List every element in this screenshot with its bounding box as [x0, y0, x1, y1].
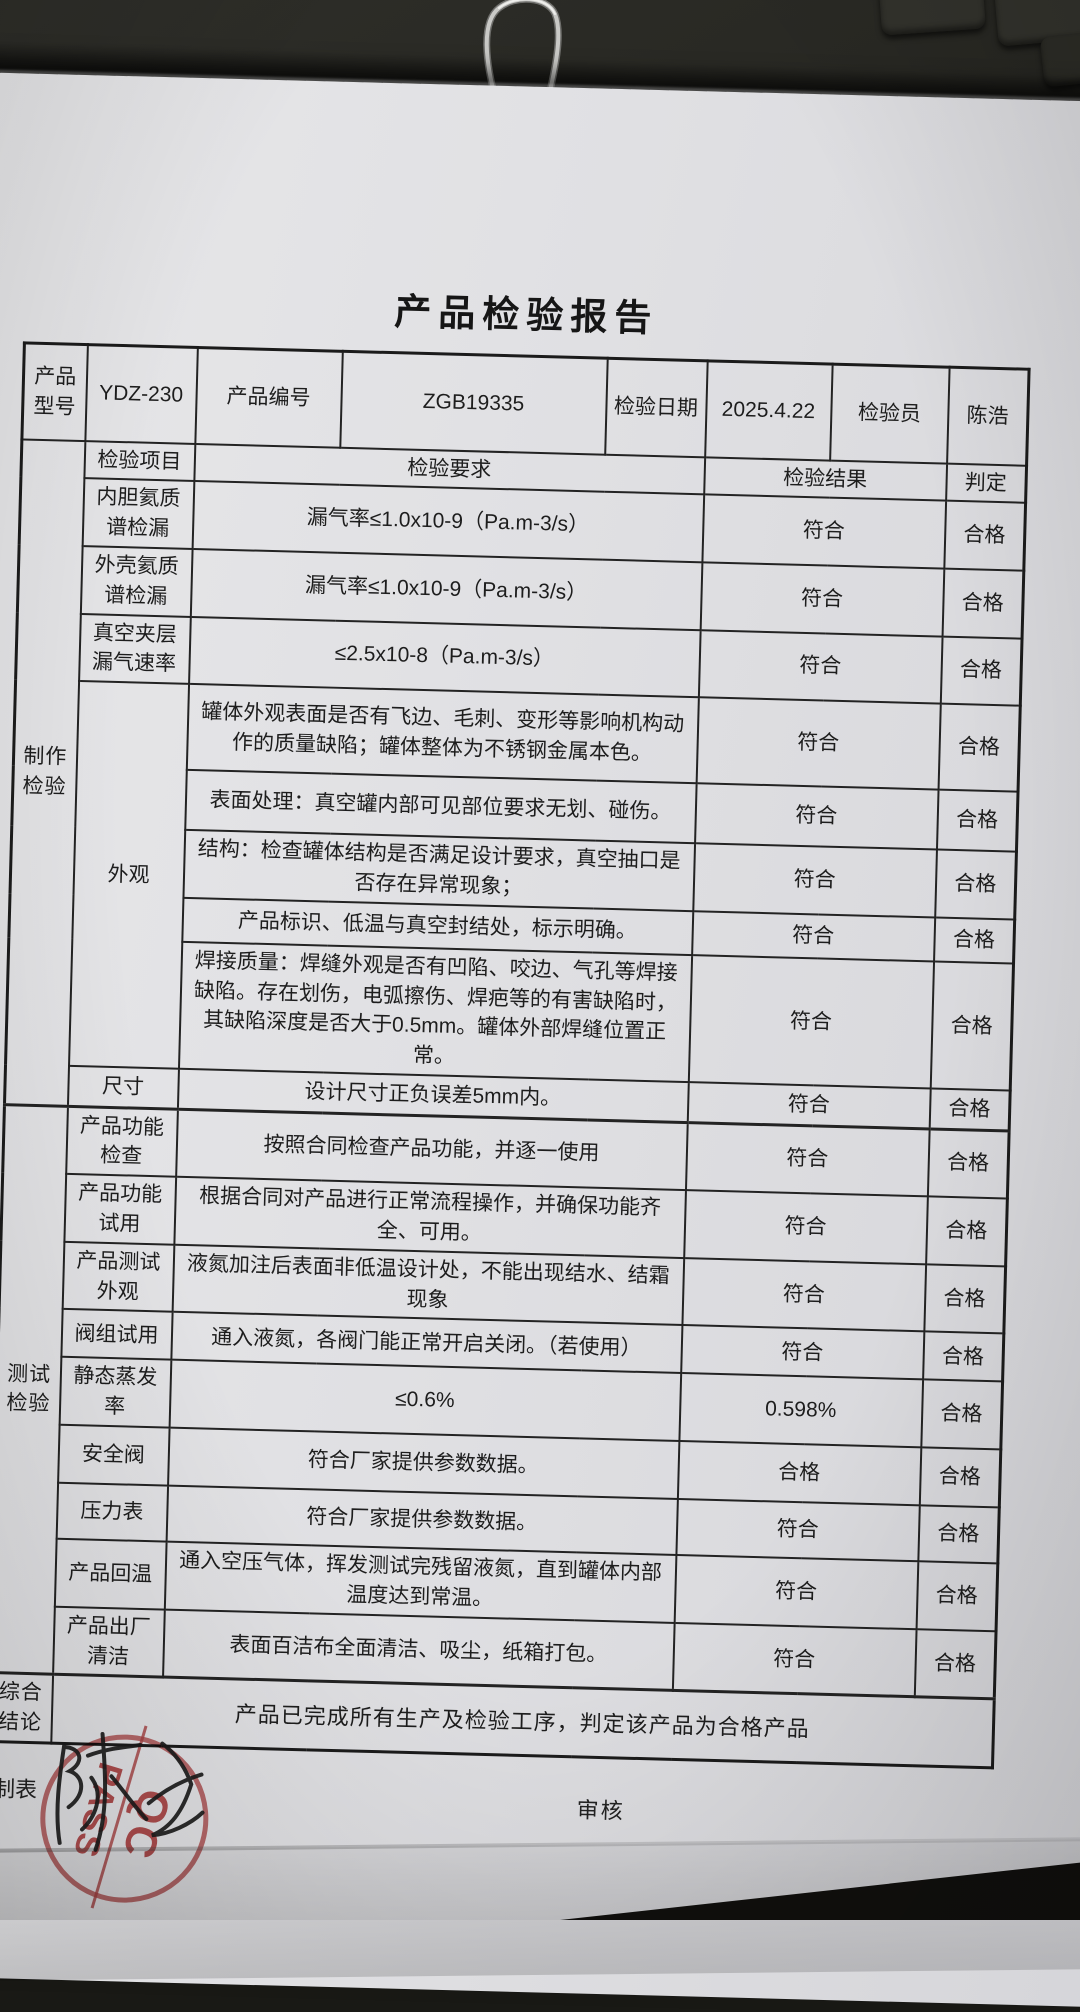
cell-verdict: 合格 — [917, 1505, 1000, 1564]
cell-result: 符合 — [698, 629, 943, 704]
info-date-label: 检验日期 — [604, 358, 708, 457]
cell-verdict: 合格 — [930, 961, 1014, 1091]
cell-verdict: 合格 — [927, 1128, 1010, 1199]
cell-item: 压力表 — [56, 1482, 168, 1542]
cell-result: 符合 — [688, 954, 934, 1089]
info-inspector-label: 检验员 — [829, 364, 950, 464]
cell-verdict: 合格 — [923, 1264, 1006, 1334]
col-header-verdict: 判定 — [945, 463, 1027, 504]
cell-result: 0.598% — [678, 1373, 923, 1448]
col-header-item: 检验项目 — [83, 440, 195, 482]
cell-verdict: 合格 — [914, 1628, 997, 1700]
cell-verdict: 合格 — [929, 1088, 1011, 1131]
cell-item-appearance: 外观 — [68, 681, 189, 1069]
cell-verdict: 合格 — [916, 1561, 998, 1632]
paper-sheet: 产品检验报告 产品型号 YDZ-230 产品编号 ZGB19335 检验日期 2… — [0, 72, 1080, 2007]
cell-item: 尺寸 — [67, 1065, 179, 1109]
cell-item: 阀组试用 — [60, 1309, 173, 1361]
cell-item: 安全阀 — [57, 1424, 170, 1486]
info-serial-label: 产品编号 — [194, 347, 343, 448]
cell-verdict: 合格 — [925, 1196, 1008, 1267]
page-title: 产品检验报告 — [393, 291, 659, 340]
cell-verdict: 合格 — [940, 636, 1023, 706]
info-inspector-value: 陈浩 — [946, 367, 1030, 466]
binder-clip — [455, 0, 585, 109]
cell-requirement: 罐体外观表面是否有飞边、毛刺、变形等影响机构动作的质量缺陷；罐体整体为不锈钢金属… — [186, 684, 699, 784]
cell-requirement: 焊接质量：焊缝外观是否有凹陷、咬边、气孔等焊接缺陷。存在划伤，电弧擦伤、焊疤等的… — [178, 941, 692, 1083]
cell-verdict: 合格 — [933, 917, 1015, 964]
cell-item: 产品出厂清洁 — [52, 1606, 165, 1678]
cell-result: 符合 — [674, 1554, 918, 1629]
report-footer: 制表 审核 QC PASS — [0, 1714, 991, 1989]
signature-scribble — [31, 1714, 235, 1874]
cell-verdict: 合格 — [934, 849, 1017, 920]
info-date-value: 2025.4.22 — [704, 360, 833, 461]
cell-verdict: 合格 — [936, 789, 1019, 852]
cell-result: 符合 — [683, 1190, 928, 1265]
cell-result: 符合 — [675, 1499, 920, 1562]
cell-verdict: 合格 — [938, 703, 1021, 792]
cell-verdict: 合格 — [920, 1379, 1003, 1450]
cell-result: 符合 — [680, 1325, 924, 1380]
info-serial-value: ZGB19335 — [339, 351, 608, 455]
cell-item: 产品功能检查 — [65, 1105, 178, 1177]
cell-item: 真空夹层漏气速率 — [78, 613, 191, 685]
cell-result: 符合 — [685, 1122, 930, 1197]
cell-result: 符合 — [700, 562, 944, 637]
cell-result: 合格 — [677, 1441, 921, 1506]
cell-result: 符合 — [694, 783, 939, 850]
cell-verdict: 合格 — [919, 1447, 1001, 1508]
cell-item: 静态蒸发率 — [59, 1357, 171, 1428]
info-model-value: YDZ-230 — [84, 344, 198, 444]
cell-result: 符合 — [681, 1257, 926, 1332]
cell-item: 产品功能试用 — [63, 1174, 176, 1245]
cell-verdict: 合格 — [942, 568, 1024, 639]
cell-result: 符合 — [696, 697, 941, 790]
cell-verdict: 合格 — [922, 1331, 1004, 1382]
inspection-table: 产品型号 YDZ-230 产品编号 ZGB19335 检验日期 2025.4.2… — [0, 341, 1031, 1770]
info-model-label: 产品型号 — [21, 342, 88, 441]
cell-item: 内胆氦质谱检漏 — [82, 478, 194, 549]
cell-item: 外壳氦质谱检漏 — [80, 545, 193, 617]
cell-result: 符合 — [692, 843, 937, 918]
cell-verdict: 合格 — [943, 500, 1026, 571]
col-header-result: 检验结果 — [703, 456, 947, 501]
cell-item: 产品测试外观 — [62, 1241, 174, 1313]
cell-result: 符合 — [687, 1082, 931, 1129]
cell-item: 产品回温 — [54, 1538, 167, 1610]
cell-result: 符合 — [672, 1622, 917, 1698]
reviewed-by-label: 审核 — [576, 1797, 626, 1824]
cell-result: 符合 — [701, 494, 946, 569]
cell-result: 符合 — [691, 910, 935, 962]
